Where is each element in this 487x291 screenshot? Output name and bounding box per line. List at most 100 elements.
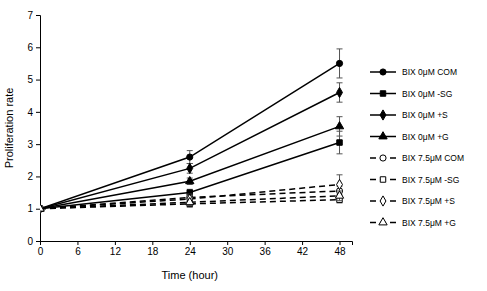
- series: [40, 83, 343, 214]
- y-tick: 3: [27, 139, 40, 150]
- marker: [335, 191, 343, 198]
- y-tick: 1: [27, 203, 40, 214]
- y-axis-title: Proliferation rate: [3, 88, 15, 169]
- legend-marker: [380, 69, 386, 75]
- series: [40, 49, 343, 212]
- line: [40, 126, 340, 208]
- legend-item: BIX 0μM COM: [370, 67, 457, 77]
- legend-marker: [380, 110, 386, 120]
- x-tick-mark: [190, 241, 191, 245]
- marker: [40, 204, 44, 211]
- y-tick-label: 3: [27, 139, 33, 150]
- plot: 061218243036424801234567: [27, 10, 352, 257]
- legend-label: BIX 0μM COM: [402, 67, 457, 77]
- y-tick-label: 0: [27, 236, 33, 247]
- marker: [187, 154, 193, 160]
- chart: 061218243036424801234567Time (hour)Proli…: [0, 0, 487, 291]
- x-tick-mark: [340, 241, 341, 245]
- x-tick-mark: [227, 241, 228, 245]
- y-tick: 7: [27, 10, 40, 21]
- x-axis-title: Time (hour): [162, 269, 218, 281]
- y-tick-mark: [36, 144, 40, 145]
- y-tick-mark: [36, 176, 40, 177]
- x-axis-line: [41, 242, 353, 246]
- legend-marker: [379, 132, 387, 139]
- error-bar: [187, 151, 193, 164]
- x-tick: 24: [185, 241, 197, 257]
- error-bar-part: [337, 82, 343, 83]
- legend-label: BIX 7.5μM +S: [402, 196, 455, 206]
- y-axis: 0 1 2 3 4 5 6 7: [27, 10, 40, 247]
- x-tick-label: 48: [334, 246, 346, 257]
- error-bar-part: [337, 200, 343, 201]
- series: [40, 131, 343, 211]
- series: [40, 186, 343, 212]
- legend: BIX 0μM COM BIX 0μM -SG BIX 0μM +S BIX 0μM …: [370, 67, 464, 228]
- x-tick: 42: [297, 241, 309, 257]
- series: [40, 196, 343, 211]
- marker: [187, 163, 193, 173]
- x-tick-mark: [115, 241, 116, 245]
- marker: [337, 179, 343, 189]
- x-tick-mark: [77, 241, 78, 245]
- error-bar-part: [187, 150, 193, 151]
- marks: [40, 49, 344, 214]
- y-tick: 4: [27, 107, 40, 118]
- marker: [336, 60, 342, 66]
- marker: [186, 197, 194, 204]
- error-bar-part: [337, 136, 343, 137]
- x-tick-mark: [265, 241, 266, 245]
- x-tick-mark: [302, 241, 303, 245]
- x-tick: 0: [38, 241, 44, 257]
- legend-marker: [380, 155, 386, 161]
- x-tick-label: 30: [222, 246, 234, 257]
- error-bar: [337, 49, 343, 78]
- marker: [337, 140, 342, 145]
- y-tick: 2: [27, 171, 40, 182]
- series: [40, 117, 344, 211]
- legend-item: BIX 7.5μM COM: [370, 153, 464, 163]
- x-tick: 6: [75, 241, 81, 257]
- x-tick: 30: [222, 241, 234, 257]
- marker: [335, 122, 343, 129]
- error-bar-part: [337, 174, 343, 175]
- x-tick-label: 36: [260, 246, 272, 257]
- legend-item: BIX 0μM -SG: [370, 89, 452, 99]
- marker: [337, 87, 343, 97]
- y-tick-mark: [36, 112, 40, 113]
- x-tick-label: 42: [297, 246, 309, 257]
- legend-marker: [379, 218, 387, 225]
- y-tick-mark: [36, 80, 40, 81]
- legend-label: BIX 7.5μM +G: [402, 218, 456, 228]
- y-tick: 0: [27, 236, 40, 247]
- legend-item: BIX 7.5μM +G: [370, 218, 456, 228]
- legend-label: BIX 0μM +G: [402, 132, 449, 142]
- y-tick: 5: [27, 74, 40, 85]
- legend-label: BIX 0μM +S: [402, 110, 448, 120]
- y-tick: 6: [27, 42, 40, 53]
- line: [40, 63, 340, 208]
- y-tick-label: 1: [27, 203, 33, 214]
- y-tick-label: 5: [27, 74, 33, 85]
- error-bar-part: [337, 153, 343, 154]
- legend-item: BIX 7.5μM -SG: [370, 175, 459, 185]
- line: [40, 196, 340, 209]
- line: [40, 92, 340, 208]
- x-tick-label: 12: [110, 246, 122, 257]
- y-tick-label: 4: [27, 107, 33, 118]
- legend-item: BIX 7.5μM +S: [370, 196, 455, 206]
- error-bar: [337, 83, 343, 102]
- legend-label: BIX 7.5μM -SG: [402, 175, 459, 185]
- x-tick: 12: [110, 241, 122, 257]
- x-tick-label: 6: [75, 246, 81, 257]
- error-bar-part: [337, 48, 343, 49]
- y-tick-mark: [36, 209, 40, 210]
- series: [40, 175, 343, 214]
- line: [40, 191, 340, 209]
- legend-marker: [380, 91, 385, 96]
- line: [40, 143, 340, 209]
- error-bar-part: [337, 102, 343, 103]
- series: [40, 191, 344, 211]
- x-tick: 36: [260, 241, 272, 257]
- y-tick-mark: [36, 15, 40, 16]
